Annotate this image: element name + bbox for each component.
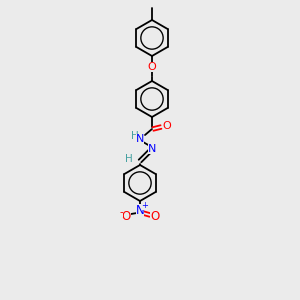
Text: O: O [122, 211, 130, 224]
Text: O: O [148, 62, 156, 72]
Text: O: O [163, 121, 171, 131]
Text: N: N [148, 144, 156, 154]
Text: H: H [125, 154, 133, 164]
Text: H: H [131, 131, 139, 141]
Text: N: N [136, 134, 144, 144]
Text: +: + [142, 200, 148, 209]
Text: O: O [150, 211, 160, 224]
Text: -: - [119, 207, 123, 217]
Text: N: N [136, 203, 144, 217]
